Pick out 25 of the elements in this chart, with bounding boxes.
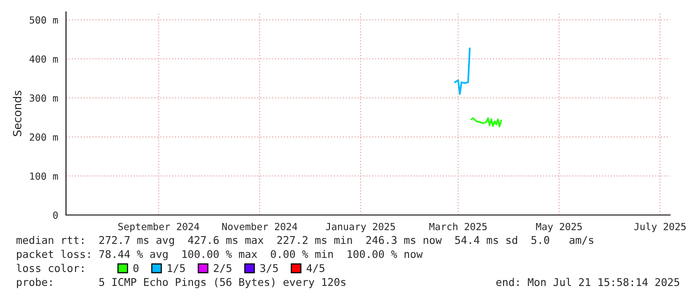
text: end: Mon Jul 21 15:58:14 2025 (496, 278, 680, 286)
legend-label: 4/5 (306, 264, 324, 273)
x-tick-label: November 2024 (222, 222, 298, 230)
text: packet loss: 78.44 % avg 100.00 % max 0.00 % min 100.00 % now (16, 250, 423, 260)
y-tick-label: 0 (53, 212, 58, 219)
y-tick-label: 100 m (30, 172, 58, 180)
legend-title: loss color: (16, 264, 84, 272)
legend-label: 0 (133, 264, 138, 272)
line-series (470, 117, 502, 128)
y-tick-label: 400 m (30, 55, 58, 63)
legend-label: 2/5 (214, 264, 232, 273)
text: median rtt: 272.7 ms avg 427.6 ms max 227.2 ms min 246.3 ms now 54.4 ms sd 5.0 am/s (16, 236, 594, 246)
x-tick-label: September 2024 (118, 222, 200, 232)
legend-label: 1/5 (168, 264, 185, 273)
line-series (454, 47, 471, 95)
text: probe: 5 ICMP Echo Pings (56 Bytes) every 120s (16, 278, 346, 288)
x-tick-label: March 2025 (429, 222, 487, 230)
y-axis-title: Seconds (12, 90, 22, 136)
legend-label: 3/5 (260, 264, 278, 273)
y-tick-label: 300 m (30, 94, 58, 102)
x-tick-label: January 2025 (326, 222, 395, 232)
y-tick-label: 500 m (30, 16, 58, 24)
x-tick-label: May 2025 (536, 222, 582, 232)
x-tick-label: July 2025 (634, 222, 686, 232)
y-tick-label: 200 m (30, 133, 58, 141)
